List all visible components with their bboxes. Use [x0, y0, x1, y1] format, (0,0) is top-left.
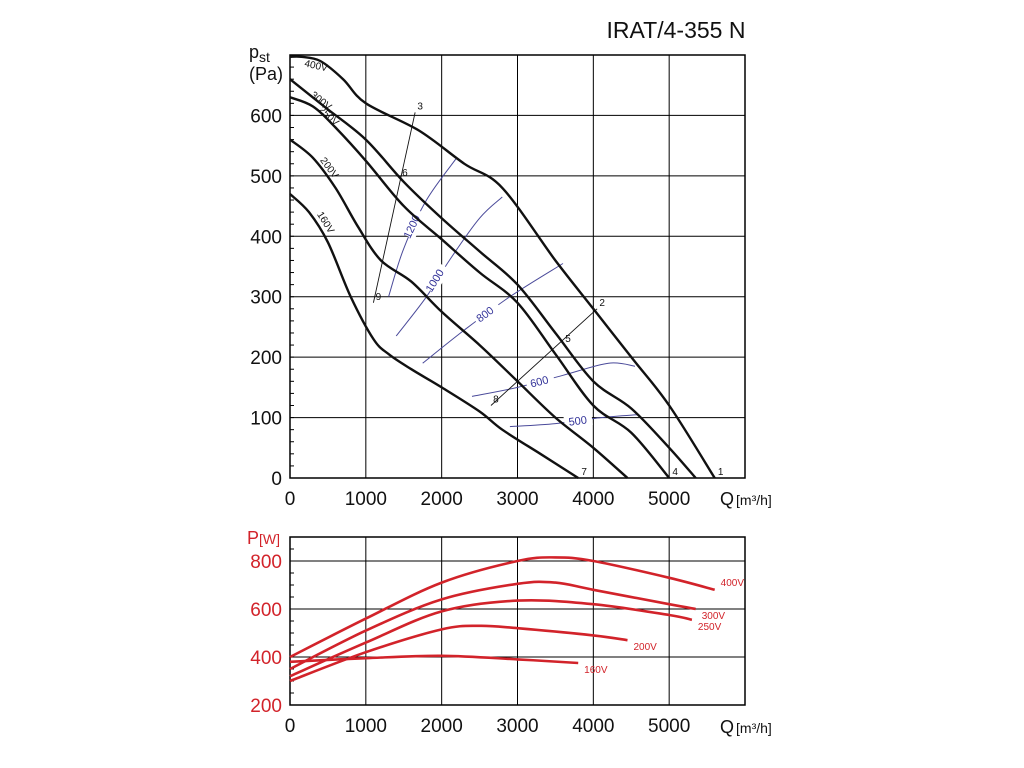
pressure-y-tick-label: 300 [250, 288, 282, 309]
power-x-tick-label: 0 [285, 716, 296, 737]
efficiency-label-bg [424, 263, 451, 294]
power-y-tick-label: 800 [250, 552, 282, 573]
pressure-curve [289, 96, 671, 479]
pressure-curve [289, 55, 716, 479]
pressure-x-tick-label: 3000 [496, 489, 538, 510]
power-x-tick-label: 3000 [496, 716, 538, 737]
power-curve-label: 300V [702, 611, 726, 622]
flow-symbol-top: Q [720, 489, 734, 509]
operating-point-label: 1 [718, 467, 724, 478]
pressure-x-tick-label: 4000 [572, 489, 614, 510]
power-x-tick-label: 4000 [572, 716, 614, 737]
operating-point-label: 6 [402, 168, 408, 179]
power-curve-label: 200V [633, 642, 657, 653]
power-x-tick-label: 1000 [345, 716, 387, 737]
power-curve [289, 598, 693, 678]
efficiency-label-bg [471, 299, 503, 327]
power-curve [289, 654, 579, 665]
power-curve [289, 624, 628, 683]
pressure-x-tick-label: 1000 [345, 489, 387, 510]
power-axis-label: P[W] [247, 528, 280, 548]
pressure-axis-label: pst [249, 42, 270, 65]
power-flow-axis-label: Q [m³/h] [720, 717, 772, 737]
operating-point-label: 5 [565, 334, 571, 345]
power-chart: 0 1000 2000 3000 4000 5000 200 400 600 800 400V 300… [250, 536, 746, 737]
efficiency-label: 500 [568, 414, 588, 428]
power-curve-label: 250V [698, 622, 722, 633]
pressure-chart: 0 1000 2000 3000 4000 5000 0 100 200 300 400 500 600… [250, 54, 746, 510]
power-symbol: P [247, 528, 259, 548]
flow-unit-bottom: [m³/h] [736, 720, 772, 736]
operating-point-label: 2 [599, 298, 605, 309]
operating-point-label: 4 [672, 467, 678, 478]
power-x-tick-label: 2000 [421, 716, 463, 737]
system-line [372, 112, 416, 303]
operating-point-label: 9 [376, 292, 382, 303]
efficiency-label-bg [563, 411, 593, 429]
chart-title: IRAT/4-355 N [607, 17, 746, 43]
pressure-symbol: p [249, 42, 259, 62]
power-curve [289, 556, 716, 659]
efficiency-label-bg [402, 208, 427, 240]
pressure-unit: (Pa) [249, 64, 283, 84]
pressure-y-tick-label: 500 [250, 167, 282, 188]
pressure-curve-label: 400V [303, 58, 329, 74]
pressure-subscript: st [259, 49, 270, 65]
power-y-tick-label: 400 [250, 648, 282, 669]
efficiency-line [471, 362, 636, 397]
pressure-flow-axis-label: Q [m³/h] [720, 489, 772, 509]
power-curve-label: 160V [584, 665, 608, 676]
pressure-y-tick-label: 600 [250, 106, 282, 127]
operating-point-label: 8 [493, 394, 499, 405]
pressure-y-tick-label: 0 [271, 469, 282, 490]
pressure-curve-label: 250V [316, 105, 341, 129]
power-unit: [W] [259, 531, 280, 547]
power-x-tick-label: 5000 [648, 716, 690, 737]
operating-point-label: 3 [417, 101, 423, 112]
efficiency-label-bg [524, 370, 556, 391]
pressure-y-tick-label: 100 [250, 409, 282, 430]
power-curve-label: 400V [721, 578, 745, 589]
efficiency-label: 600 [529, 374, 550, 390]
pressure-curve [289, 138, 629, 479]
power-y-tick-label: 600 [250, 600, 282, 621]
pressure-curve [289, 78, 697, 479]
power-y-tick-label: 200 [250, 696, 282, 717]
power-curve [289, 580, 696, 671]
flow-symbol-bottom: Q [720, 717, 734, 737]
pressure-x-tick-label: 5000 [648, 489, 690, 510]
pressure-y-tick-label: 200 [250, 348, 282, 369]
flow-unit-top: [m³/h] [736, 492, 772, 508]
efficiency-line [395, 196, 503, 337]
pressure-y-tick-label: 400 [250, 227, 282, 248]
system-line [490, 308, 598, 406]
pressure-x-tick-label: 2000 [421, 489, 463, 510]
pressure-curve [289, 193, 579, 480]
operating-point-label: 7 [581, 467, 587, 478]
pressure-x-tick-label: 0 [285, 489, 296, 510]
